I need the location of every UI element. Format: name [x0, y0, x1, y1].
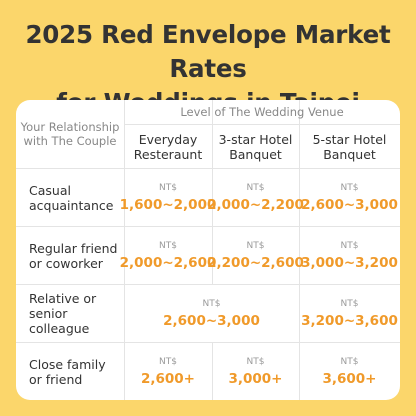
column-header-line-1: 3-star Hotel: [218, 131, 293, 147]
row-label-line-2: or coworker: [29, 255, 103, 271]
row-label-line-1: Close family: [29, 356, 106, 372]
rate-cell: NT$ 2,000~2,600: [120, 227, 217, 284]
rate-value: 3,000~3,200: [301, 254, 398, 271]
column-header-line-2: Resteraunt: [133, 146, 203, 162]
row-label-line-1: Casual: [29, 182, 71, 198]
column-header-line-1: 5-star Hotel: [312, 131, 387, 147]
divider-v-2: [212, 100, 213, 400]
rate-cell: NT$ 3,000~3,200: [299, 227, 400, 284]
rate-cell: NT$ 2,600~3,000: [299, 169, 400, 226]
rate-value: 2,600~3,000: [301, 196, 398, 213]
column-header-3star: 3-star Hotel Banquet: [212, 125, 299, 168]
currency-label: NT$: [246, 240, 265, 251]
divider-h-2: [16, 226, 400, 227]
row-label-line-1: Regular friend: [29, 240, 118, 256]
rate-value: 2,600+: [140, 370, 195, 387]
row-label-regular-friend: Regular friend or coworker: [16, 227, 124, 284]
title-line-1: 2025 Red Envelope Market Rates: [25, 20, 391, 83]
currency-label: NT$: [159, 182, 177, 193]
relationship-header: Your Relationship with The Couple: [16, 100, 124, 168]
row-label-line-2: or friend: [29, 371, 83, 387]
currency-label: NT$: [340, 240, 359, 251]
relationship-header-line-2: with The Couple: [23, 134, 117, 148]
currency-label: NT$: [340, 356, 359, 367]
currency-label: NT$: [246, 356, 265, 367]
divider-h-1: [16, 168, 400, 169]
divider-h-4: [16, 342, 400, 343]
rate-cell: NT$ 3,200~3,600: [299, 285, 400, 342]
column-header-restaurant: Everyday Resteraunt: [124, 125, 212, 168]
rate-cell-merged: NT$ 2,600~3,000: [124, 285, 299, 342]
rate-cell: NT$ 3,000+: [212, 343, 299, 400]
venue-header-text: Level of The Wedding Venue: [180, 105, 344, 119]
row-label-line-1: Relative or: [29, 291, 97, 306]
column-header-5star: 5-star Hotel Banquet: [299, 125, 400, 168]
row-label-casual: Casual acquaintance: [16, 169, 124, 226]
rate-value: 2,600~3,000: [163, 312, 260, 329]
column-header-line-2: Banquet: [229, 146, 282, 162]
rate-cell: NT$ 2,600+: [124, 343, 212, 400]
row-label-close-family: Close family or friend: [16, 343, 124, 400]
column-header-line-2: Banquet: [323, 146, 376, 162]
rate-value: 3,200~3,600: [301, 312, 398, 329]
currency-label: NT$: [340, 298, 359, 309]
merged-cell-mask: [212, 285, 213, 342]
rate-cell: NT$ 1,600~2,000: [120, 169, 217, 226]
currency-label: NT$: [246, 182, 265, 193]
rate-value: 3,000+: [228, 370, 283, 387]
divider-h-3: [16, 284, 400, 285]
row-label-relative: Relative or senior colleague: [16, 285, 124, 342]
rate-value: 1,600~2,000: [119, 196, 217, 213]
rate-cell: NT$ 2,000~2,200: [207, 169, 304, 226]
rate-cell: NT$ 2,200~2,600: [207, 227, 304, 284]
rates-table: Your Relationship with The Couple Level …: [16, 100, 400, 400]
currency-label: NT$: [159, 240, 177, 251]
relationship-header-line-1: Your Relationship: [20, 120, 120, 134]
rate-cell: NT$ 3,600+: [299, 343, 400, 400]
rate-value: 2,000~2,600: [119, 254, 217, 271]
venue-header: Level of The Wedding Venue: [124, 100, 400, 124]
rate-value: 2,000~2,200: [207, 196, 304, 213]
rate-value: 2,200~2,600: [207, 254, 304, 271]
divider-venue: [124, 124, 400, 125]
currency-label: NT$: [340, 182, 359, 193]
currency-label: NT$: [159, 356, 177, 367]
currency-label: NT$: [202, 298, 221, 309]
row-label-line-2: acquaintance: [29, 197, 114, 213]
row-label-line-2: senior colleague: [29, 306, 90, 336]
divider-v-1: [124, 100, 125, 400]
rate-value: 3,600+: [322, 370, 377, 387]
column-header-line-1: Everyday: [138, 131, 198, 147]
divider-v-3: [299, 100, 300, 400]
